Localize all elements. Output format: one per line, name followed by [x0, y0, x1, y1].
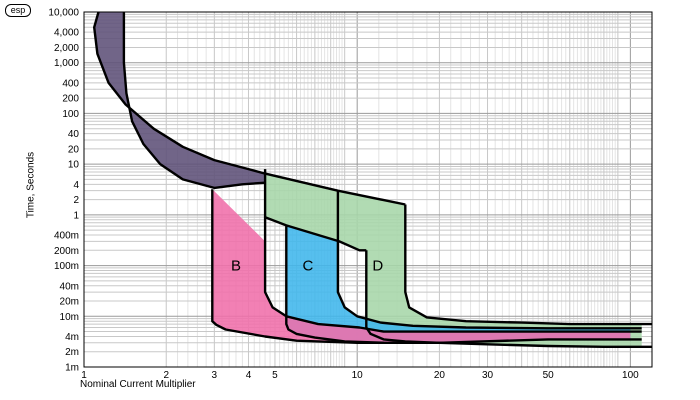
x-tick-label: 3: [212, 370, 218, 381]
boundary-curve: [122, 12, 266, 190]
esp-logo: esp: [5, 4, 31, 17]
x-tick-label: 1: [81, 370, 87, 381]
y-tick-label: 40: [68, 129, 80, 140]
x-tick-label: 4: [246, 370, 252, 381]
y-tick-label: 4,000: [54, 28, 79, 39]
boundary-curves: [92, 11, 652, 348]
boundary-curve: [336, 190, 642, 330]
x-tick-label: 10: [352, 370, 364, 381]
band-labels: B C D: [231, 258, 383, 275]
boundary-curve: [285, 226, 384, 344]
plot-border: [83, 11, 653, 368]
band-d: [265, 173, 642, 347]
y-tick-label: 10: [68, 160, 80, 171]
band-b: [212, 189, 631, 343]
x-tick-label: 50: [543, 370, 555, 381]
y-tick-label: 400m: [54, 231, 79, 242]
boundary-curve: [211, 189, 642, 344]
x-tick-label: 20: [434, 370, 446, 381]
x-tick-label: 5: [272, 370, 278, 381]
y-tick-label: 4: [73, 180, 79, 191]
x-tick-labels: 1 2 3 4 5 10 20 30 50 100: [81, 370, 639, 381]
y-tick-label: 200m: [54, 246, 79, 257]
y-tick-label: 40m: [60, 281, 79, 292]
y-tick-label: 4m: [65, 332, 79, 343]
y-tick-label: 2m: [65, 347, 79, 358]
y-tick-label: 1,000: [54, 58, 79, 69]
y-tick-label: 2: [73, 195, 79, 206]
y-tick-label: 400: [62, 78, 79, 89]
x-tick-label: 30: [482, 370, 494, 381]
y-tick-label: 1: [73, 210, 79, 221]
band-thermal: [94, 12, 266, 188]
y-tick-label: 100: [62, 109, 79, 120]
band-label: C: [302, 258, 313, 275]
band-label: D: [372, 258, 383, 275]
plot-frame: [83, 11, 653, 368]
boundary-curve: [365, 250, 652, 348]
y-tick-labels: 10,000 4,000 2,000 1,000 400 200 100 40 20 10 4 2 1 4…: [48, 8, 79, 374]
y-tick-label: 2,000: [54, 43, 79, 54]
x-axis-title: Nominal Current Multiplier: [80, 379, 196, 390]
boundary-curve: [92, 11, 406, 206]
boundary-curve: [264, 216, 367, 252]
x-tick-label: 2: [163, 370, 169, 381]
y-tick-label: 10m: [60, 312, 79, 323]
y-tick-label: 20m: [60, 297, 79, 308]
boundary-curve: [404, 204, 652, 326]
x-tick-label: 100: [622, 370, 639, 381]
y-tick-label: 20: [68, 144, 80, 155]
y-tick-label: 10,000: [48, 8, 79, 19]
band-label: B: [231, 258, 241, 275]
boundary-curve: [263, 169, 642, 333]
y-tick-label: 100m: [54, 261, 79, 272]
y-tick-label: 200: [62, 94, 79, 105]
y-tick-label: 1m: [65, 363, 79, 374]
